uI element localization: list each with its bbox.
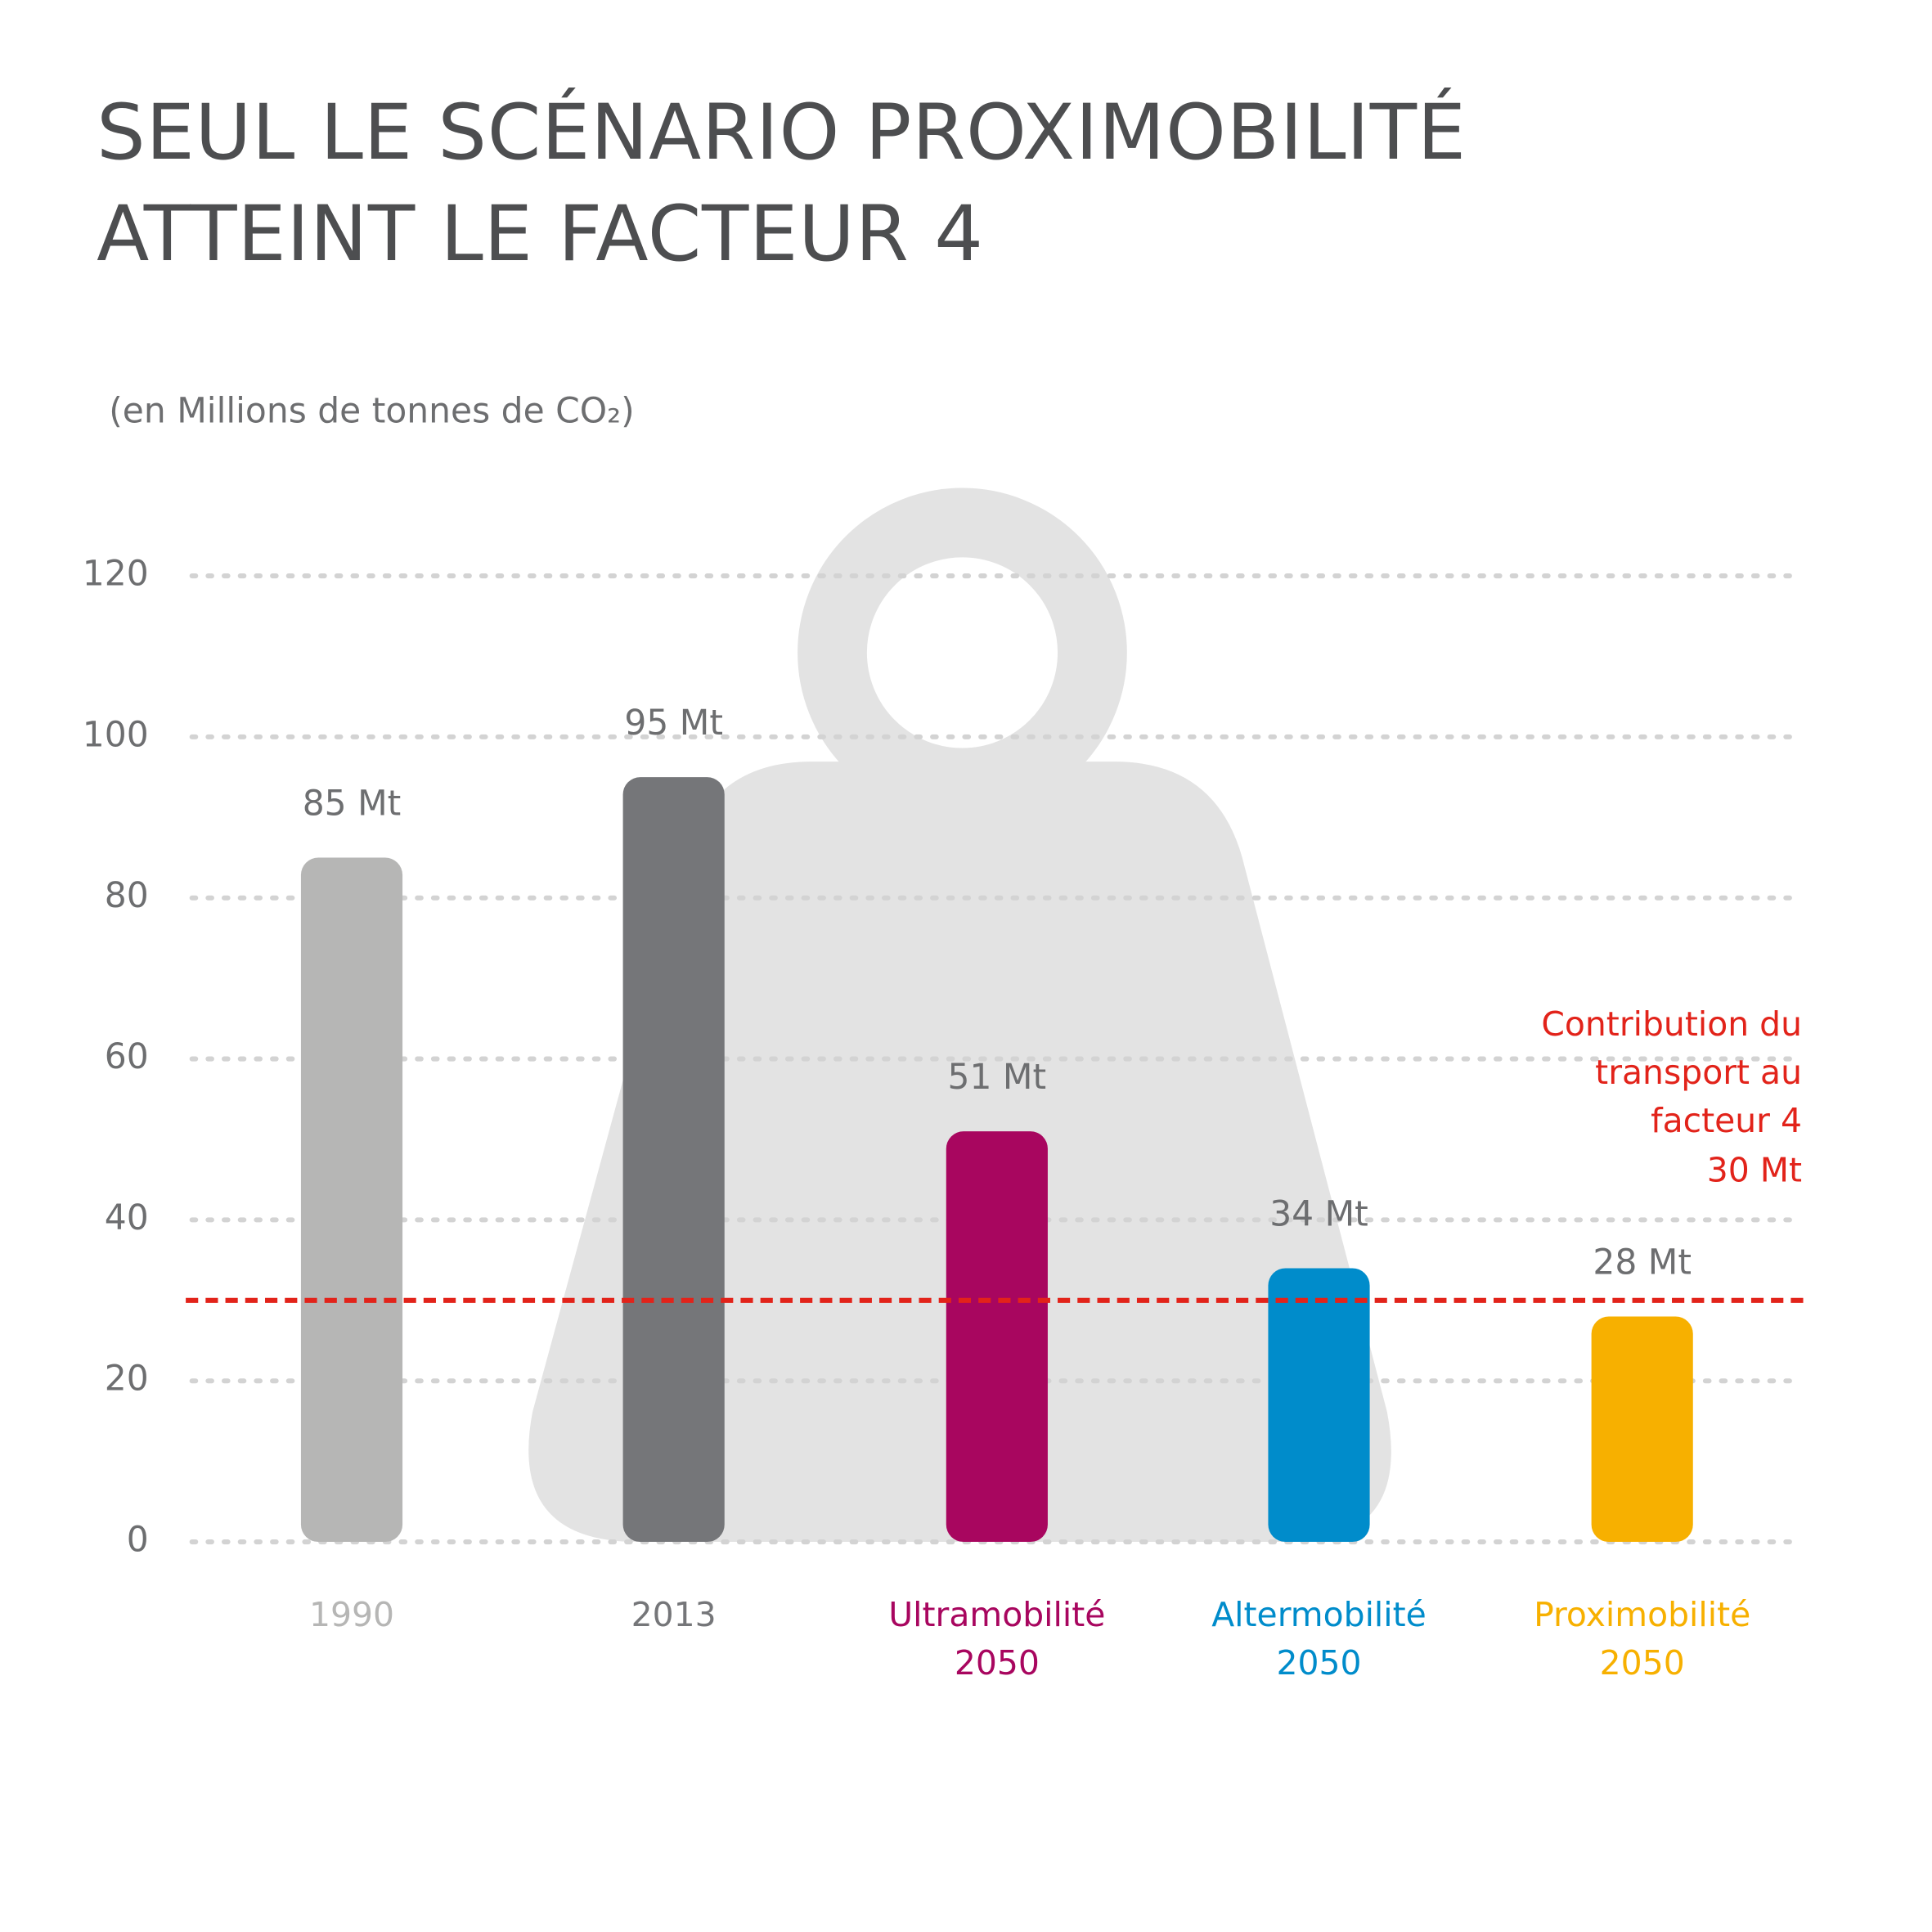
x-tick-label: Altermobilité 2050 [1211, 1596, 1427, 1683]
x-tick-label: Proximobilité 2050 [1534, 1596, 1751, 1683]
bar [1591, 1316, 1693, 1543]
value-label: 95 Mt [624, 703, 723, 743]
x-tick-label: 2013 [631, 1596, 717, 1635]
x-tick-label: 1990 [308, 1596, 395, 1635]
bar [946, 1131, 1048, 1543]
y-tick-label: 20 [105, 1359, 149, 1399]
value-label: 85 Mt [303, 783, 402, 823]
y-tick-label: 60 [105, 1036, 149, 1076]
threshold-label: 30 Mt [1706, 1152, 1803, 1191]
y-tick-label: 80 [105, 875, 149, 915]
value-label: 51 Mt [948, 1057, 1047, 1097]
chart-subtitle: (en Millions de tonnes de CO₂) [109, 389, 635, 431]
bars: 85 Mt 95 Mt 51 Mt 34 Mt 28 Mt [186, 703, 1808, 1543]
value-label: 34 Mt [1269, 1193, 1368, 1233]
bar [1268, 1268, 1370, 1543]
weight-ring [798, 487, 1127, 818]
y-tick-label: 40 [105, 1197, 149, 1238]
y-tick-label: 100 [83, 714, 149, 754]
y-tick-label: 120 [83, 554, 149, 594]
x-tick-label: Ultramobilité 2050 [888, 1596, 1106, 1683]
y-tick-label: 0 [127, 1520, 149, 1560]
chart-title: SEUL LE SCÉNARIO PROXIMOBILITÉ ATTEINT L… [97, 86, 1467, 279]
threshold-annotation: Contribution du transport au facteur 4 [1541, 1005, 1803, 1141]
bar [622, 777, 725, 1543]
value-label: 28 Mt [1593, 1242, 1692, 1282]
bar [300, 857, 403, 1543]
